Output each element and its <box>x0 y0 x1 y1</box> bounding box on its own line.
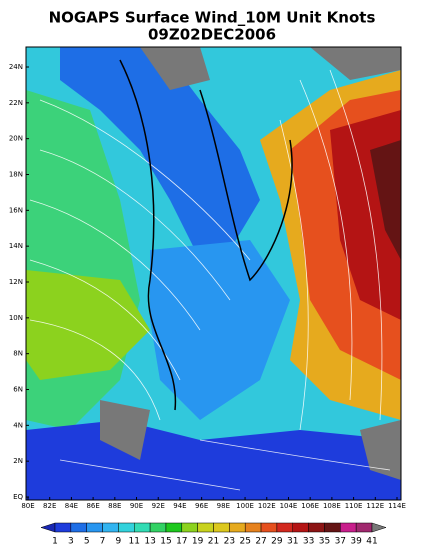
color-box <box>134 522 151 533</box>
color-box <box>213 522 230 533</box>
colorbar-label: 29 <box>271 537 283 547</box>
colorbar-end <box>40 522 56 533</box>
lon-tick-label: 102E <box>258 502 276 510</box>
colorbar-label: 35 <box>319 537 330 547</box>
lon-tick-label: 84E <box>65 502 78 510</box>
colorbar-label: 9 <box>116 537 122 547</box>
wind-field <box>26 47 401 500</box>
subtitle: 09Z02DEC2006 <box>148 26 276 44</box>
color-box <box>102 522 119 533</box>
lon-tick-label: 96E <box>195 502 208 510</box>
lon-tick-label: 94E <box>173 502 186 510</box>
color-box <box>118 522 135 533</box>
lon-tick-label: 100E <box>236 502 254 510</box>
lat-tick-label: 14N <box>9 242 23 250</box>
colorbar-label: 41 <box>366 537 377 547</box>
colorbar-label: 3 <box>68 537 74 547</box>
lat-tick-label: 18N <box>9 171 23 179</box>
color-box <box>229 522 246 533</box>
lat-tick-label: 20N <box>9 135 23 143</box>
colorbar-label: 31 <box>287 537 298 547</box>
color-box <box>54 522 72 533</box>
lat-tick-label: 2N <box>13 457 23 465</box>
lon-tick-label: 112E <box>366 502 384 510</box>
lon-tick-label: 82E <box>43 502 56 510</box>
colorbar-label: 17 <box>176 537 187 547</box>
lat-tick-label: 10N <box>9 314 23 322</box>
lon-tick-label: 114E <box>388 502 406 510</box>
lon-tick-label: 106E <box>301 502 319 510</box>
color-box <box>308 522 325 533</box>
colorbar-label: 15 <box>160 537 171 547</box>
lon-tick-label: 104E <box>280 502 298 510</box>
color-box <box>292 522 309 533</box>
lon-tick-label: 86E <box>86 502 99 510</box>
color-box <box>181 522 198 533</box>
colorbar-label: 19 <box>192 537 204 547</box>
lon-tick-label: 92E <box>152 502 165 510</box>
color-box <box>244 522 262 533</box>
lat-tick-label: 6N <box>13 386 23 394</box>
color-box <box>276 522 293 533</box>
colorbar-label: 1 <box>52 537 58 547</box>
color-box <box>260 522 278 533</box>
colorbar-label: 25 <box>239 537 250 547</box>
color-box <box>324 522 341 533</box>
lon-tick-label: 110E <box>345 502 363 510</box>
color-box <box>86 522 103 533</box>
colorbar-label: 37 <box>335 537 346 547</box>
lon-tick-label: 90E <box>130 502 143 510</box>
color-box <box>149 522 167 533</box>
color-box <box>340 522 357 533</box>
title: NOGAPS Surface Wind_10M Unit Knots <box>49 9 376 27</box>
colorbar-label: 7 <box>100 537 106 547</box>
lon-tick-label: 98E <box>217 502 230 510</box>
colorbar-label: 11 <box>129 537 140 547</box>
colorbar-label: 23 <box>224 537 235 547</box>
colorbar-label: 27 <box>255 537 266 547</box>
color-box <box>355 522 373 533</box>
lat-tick-label: 12N <box>9 278 23 286</box>
color-box <box>197 522 214 533</box>
lat-tick-label: 24N <box>9 63 23 71</box>
color-box <box>165 522 183 533</box>
lon-tick-label: 88E <box>108 502 121 510</box>
colorbar-end <box>371 522 387 533</box>
colorbar-label: 39 <box>350 537 362 547</box>
lat-tick-label: 16N <box>9 206 23 214</box>
lat-tick-label: 8N <box>13 350 23 358</box>
lat-tick-label: 22N <box>9 99 23 107</box>
lon-tick-label: 108E <box>323 502 341 510</box>
map-frame <box>25 46 402 501</box>
lon-tick-label: 80E <box>21 502 34 510</box>
color-box <box>70 522 87 533</box>
lat-tick-label: 4N <box>13 421 23 429</box>
colorbar-label: 13 <box>144 537 155 547</box>
colorbar-label: 21 <box>208 537 219 547</box>
colorbar-label: 33 <box>303 537 314 547</box>
lat-tick-label: EQ <box>13 493 23 501</box>
colorbar-label: 5 <box>84 537 90 547</box>
